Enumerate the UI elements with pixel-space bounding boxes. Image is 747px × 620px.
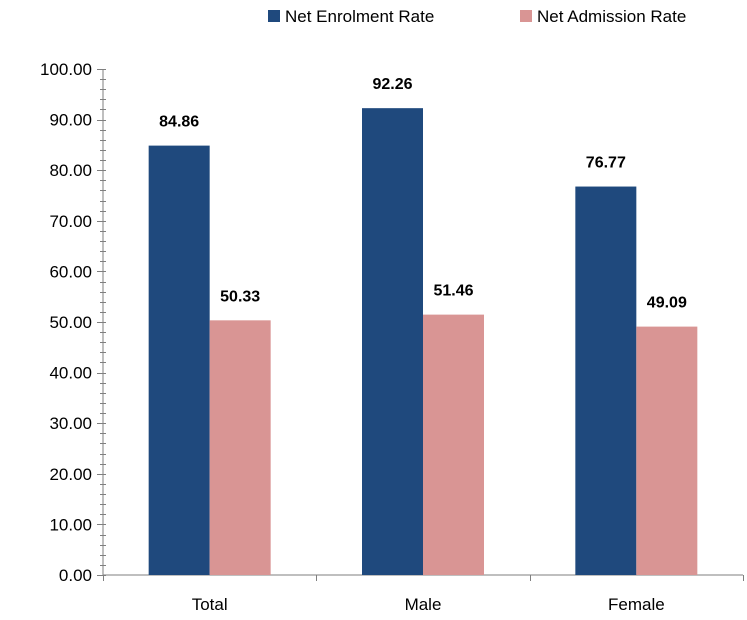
data-label: 51.46 [433, 283, 473, 300]
y-tick-label: 100.00 [40, 60, 92, 79]
y-tick-label: 70.00 [49, 212, 92, 231]
y-tick-label: 60.00 [49, 262, 92, 281]
bar [209, 320, 271, 575]
legend-swatch [520, 10, 532, 22]
y-tick-label: 80.00 [49, 161, 92, 180]
bar [636, 326, 698, 575]
x-tick-label: Male [405, 595, 442, 614]
y-tick-label: 50.00 [49, 313, 92, 332]
y-tick-label: 0.00 [59, 566, 92, 585]
legend-label: Net Admission Rate [537, 7, 686, 26]
bar [148, 145, 210, 575]
data-label: 50.33 [220, 288, 260, 305]
bar [423, 314, 484, 575]
y-tick-label: 20.00 [49, 465, 92, 484]
y-tick-label: 10.00 [49, 515, 92, 534]
bar [575, 186, 637, 575]
bars [148, 108, 698, 575]
data-label: 92.26 [372, 76, 412, 93]
axes: 0.00 10.00 20.00 30.00 40.00 50.00 60.00 70.00 8… [40, 60, 744, 614]
x-tick-label: Female [608, 595, 665, 614]
y-tick-label: 30.00 [49, 414, 92, 433]
legend: Net Enrolment Rate Net Admission Rate [268, 7, 686, 26]
x-tick-label: Total [192, 595, 228, 614]
y-tick-label: 90.00 [49, 111, 92, 130]
data-label: 84.86 [159, 114, 199, 131]
legend-swatch [268, 10, 280, 22]
data-label: 49.09 [647, 295, 687, 312]
y-tick-label: 40.00 [49, 364, 92, 383]
data-label: 76.77 [586, 155, 626, 172]
data-labels: 84.86 50.33 92.26 51.46 76.77 49.09 [159, 76, 687, 311]
legend-label: Net Enrolment Rate [285, 7, 434, 26]
bar [362, 108, 423, 575]
